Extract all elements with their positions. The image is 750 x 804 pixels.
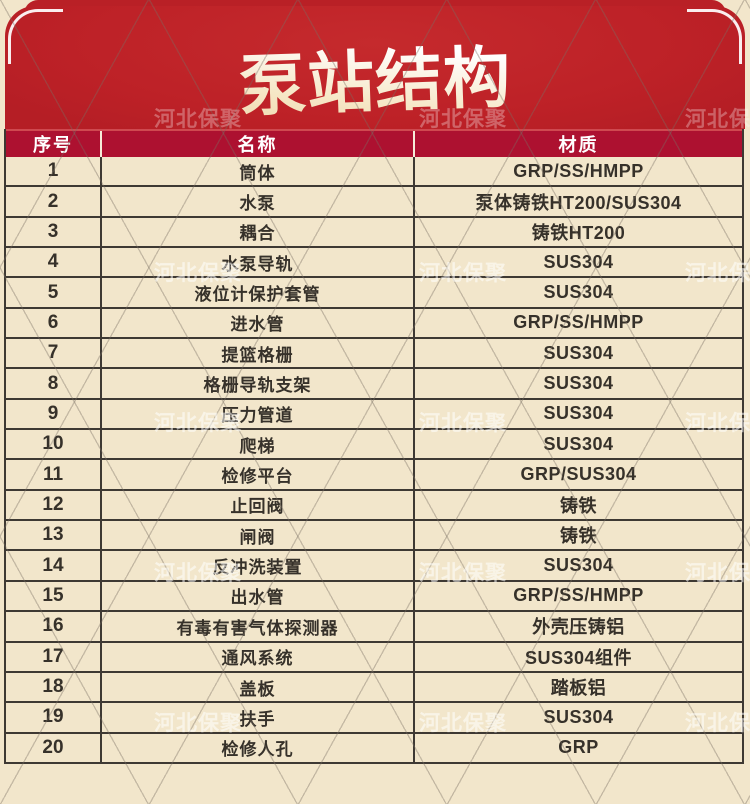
table-header-row: 序号 名称 材质 [6, 129, 742, 157]
cell-material: SUS304 [543, 251, 614, 272]
cell-material: SUS304 [543, 555, 614, 576]
cell-material: SUS304 [543, 403, 614, 424]
table-row: 17 通风系统 SUS304组件 [6, 642, 742, 673]
table-row: 13 闸阀 铸铁 [6, 521, 742, 552]
cell-no: 19 [6, 703, 102, 732]
cell-no: 10 [6, 430, 102, 459]
cell-name: 检修人孔 [102, 733, 415, 762]
table-row: 3 耦合 铸铁HT200 [6, 217, 742, 249]
table-row: 10 爬梯 SUS304 [6, 430, 742, 461]
cell-name: 提篮格栅 [102, 339, 415, 368]
cell-material: SUS304 [543, 342, 614, 363]
header-cell-name: 名称 [102, 131, 415, 157]
cell-material: GRP [558, 737, 599, 758]
table-row: 16 有毒有害气体探测器 外壳压铸铝 [6, 612, 742, 643]
cell-material: 铸铁 [560, 495, 597, 516]
cell-material: 泵体铸铁HT200/SUS304 [475, 192, 682, 213]
table-row: 1 筒体 GRP/SS/HMPP [6, 157, 742, 188]
table-row: 9 压力管道 SUS304 [6, 399, 742, 431]
cell-no: 7 [6, 339, 102, 368]
cell-name: 有毒有害气体探测器 [102, 612, 415, 641]
cell-no: 4 [6, 248, 102, 277]
cell-no: 2 [6, 187, 102, 216]
table-row: 15 出水管 GRP/SS/HMPP [6, 581, 742, 613]
cell-name: 通风系统 [102, 642, 415, 671]
hero-banner: 泵站结构 [5, 6, 745, 129]
table-row: 6 进水管 GRP/SS/HMPP [6, 308, 742, 340]
cell-no: 14 [6, 551, 102, 580]
cell-no: 16 [6, 612, 102, 641]
cell-material: SUS304 [543, 373, 614, 394]
cell-material: 踏板铝 [550, 678, 607, 699]
table-row: 11 检修平台 GRP/SUS304 [6, 460, 742, 491]
page-title: 泵站结构 [237, 23, 512, 129]
table-row: 7 提篮格栅 SUS304 [6, 339, 742, 370]
table-row: 5 液位计保护套管 SUS304 [6, 278, 742, 309]
cell-no: 15 [6, 581, 102, 611]
table-row: 12 止回阀 铸铁 [6, 490, 742, 522]
header-cell-no: 序号 [6, 131, 102, 157]
cell-material: SUS304 [543, 706, 614, 727]
cell-name: 进水管 [102, 308, 415, 338]
cell-no: 20 [6, 733, 102, 762]
cell-name: 水泵导轨 [102, 248, 415, 277]
cell-no: 18 [6, 672, 102, 702]
table-row: 4 水泵导轨 SUS304 [6, 248, 742, 279]
cell-name: 出水管 [102, 581, 415, 611]
cell-name: 水泵 [102, 187, 415, 216]
cell-material: SUS304 [543, 433, 614, 454]
cell-material: GRP/SUS304 [520, 464, 637, 485]
cell-name: 扶手 [102, 703, 415, 732]
cell-material: 外壳压铸铝 [532, 617, 625, 638]
cell-name: 止回阀 [102, 490, 415, 520]
cell-no: 11 [6, 460, 102, 489]
header-cell-material: 材质 [558, 135, 599, 155]
table-row: 14 反冲洗装置 SUS304 [6, 551, 742, 582]
cell-name: 液位计保护套管 [102, 278, 415, 307]
cell-material: 铸铁 [560, 526, 597, 547]
cell-material: GRP/SS/HMPP [513, 160, 644, 181]
cell-name: 压力管道 [102, 399, 415, 429]
cell-material: SUS304 [543, 282, 614, 303]
cell-material: 铸铁HT200 [531, 222, 626, 243]
table-body: 1 筒体 GRP/SS/HMPP 2 水泵 泵体铸铁HT200/SUS304 3… [6, 157, 742, 764]
cell-material: SUS304组件 [524, 647, 633, 668]
table-row: 18 盖板 踏板铝 [6, 672, 742, 704]
cell-name: 反冲洗装置 [102, 551, 415, 580]
cell-name: 耦合 [102, 217, 415, 247]
cell-name: 爬梯 [102, 430, 415, 459]
cell-name: 盖板 [102, 672, 415, 702]
cell-no: 8 [6, 369, 102, 398]
cell-no: 12 [6, 490, 102, 520]
cell-no: 1 [6, 157, 102, 186]
table-row: 2 水泵 泵体铸铁HT200/SUS304 [6, 187, 742, 218]
cell-no: 13 [6, 521, 102, 550]
cell-name: 格栅导轨支架 [102, 369, 415, 398]
cell-name: 检修平台 [102, 460, 415, 489]
cell-no: 17 [6, 642, 102, 671]
cell-no: 5 [6, 278, 102, 307]
table-row: 20 检修人孔 GRP [6, 733, 742, 764]
table-row: 19 扶手 SUS304 [6, 703, 742, 734]
cell-name: 闸阀 [102, 521, 415, 550]
cell-no: 9 [6, 399, 102, 429]
table-row: 8 格栅导轨支架 SUS304 [6, 369, 742, 400]
cell-material: GRP/SS/HMPP [513, 585, 644, 606]
structure-table: 序号 名称 材质 1 筒体 GRP/SS/HMPP 2 水泵 泵体铸铁HT200… [4, 129, 744, 764]
cell-no: 6 [6, 308, 102, 338]
cell-material: GRP/SS/HMPP [513, 312, 644, 333]
cell-no: 3 [6, 217, 102, 247]
cell-name: 筒体 [102, 157, 415, 186]
